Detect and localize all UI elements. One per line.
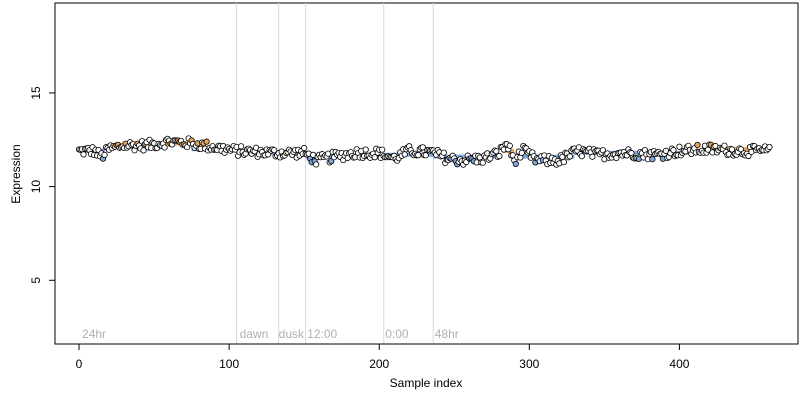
data-point — [566, 153, 573, 160]
data-point — [203, 138, 210, 145]
data-point — [493, 148, 500, 155]
data-point — [745, 152, 752, 160]
data-point — [401, 151, 408, 158]
data-point — [694, 141, 701, 149]
data-point — [271, 147, 278, 154]
data-point — [589, 153, 596, 160]
data-point — [440, 149, 447, 156]
data-point — [560, 158, 567, 166]
phase-label: 24hr — [82, 327, 106, 341]
x-tick-label: 400 — [669, 357, 689, 371]
data-point — [80, 151, 87, 158]
phase-label: dawn — [240, 327, 269, 341]
y-axis: 5 10 15 — [29, 86, 55, 284]
data-point — [328, 158, 335, 165]
data-point — [649, 156, 656, 163]
data-point — [578, 153, 585, 160]
data-point — [728, 146, 736, 153]
data-point — [238, 143, 245, 150]
data-point — [496, 152, 503, 160]
data-point — [140, 147, 147, 154]
y-tick-label: 5 — [29, 277, 43, 284]
data-point — [362, 146, 369, 153]
data-point — [670, 147, 677, 154]
x-axis: 0 100 200 300 400 — [76, 343, 690, 371]
data-point — [422, 152, 429, 159]
phase-labels: 24hr dawn dusk 12:00 0:00 48hr — [82, 327, 459, 341]
plot-frame — [54, 2, 799, 345]
x-tick-label: 200 — [369, 357, 389, 371]
y-tick-label: 10 — [29, 180, 43, 194]
data-point — [518, 149, 525, 157]
data-point — [766, 143, 773, 151]
y-axis-label: Expression — [9, 144, 23, 203]
data-point — [301, 144, 308, 152]
y-tick-label: 15 — [29, 86, 43, 100]
data-point — [479, 159, 486, 166]
x-tick-label: 300 — [519, 357, 539, 371]
data-point — [101, 151, 108, 159]
data-point — [676, 143, 683, 150]
x-tick-label: 100 — [219, 357, 239, 371]
phase-label: 12:00 — [307, 327, 337, 341]
data-point — [379, 146, 386, 153]
data-point — [419, 144, 426, 151]
x-tick-label: 0 — [76, 357, 83, 371]
phase-lines — [236, 3, 434, 344]
data-point — [721, 142, 728, 149]
x-axis-label: Sample index — [390, 376, 463, 390]
phase-label: 0:00 — [385, 327, 409, 341]
data-points — [75, 135, 773, 168]
phase-label: dusk — [279, 327, 305, 341]
data-point — [161, 144, 168, 151]
data-point — [415, 152, 422, 159]
data-point — [512, 160, 519, 167]
phase-label: 48hr — [435, 327, 459, 341]
data-point — [371, 154, 378, 161]
data-point — [313, 161, 320, 168]
data-point — [506, 142, 513, 149]
